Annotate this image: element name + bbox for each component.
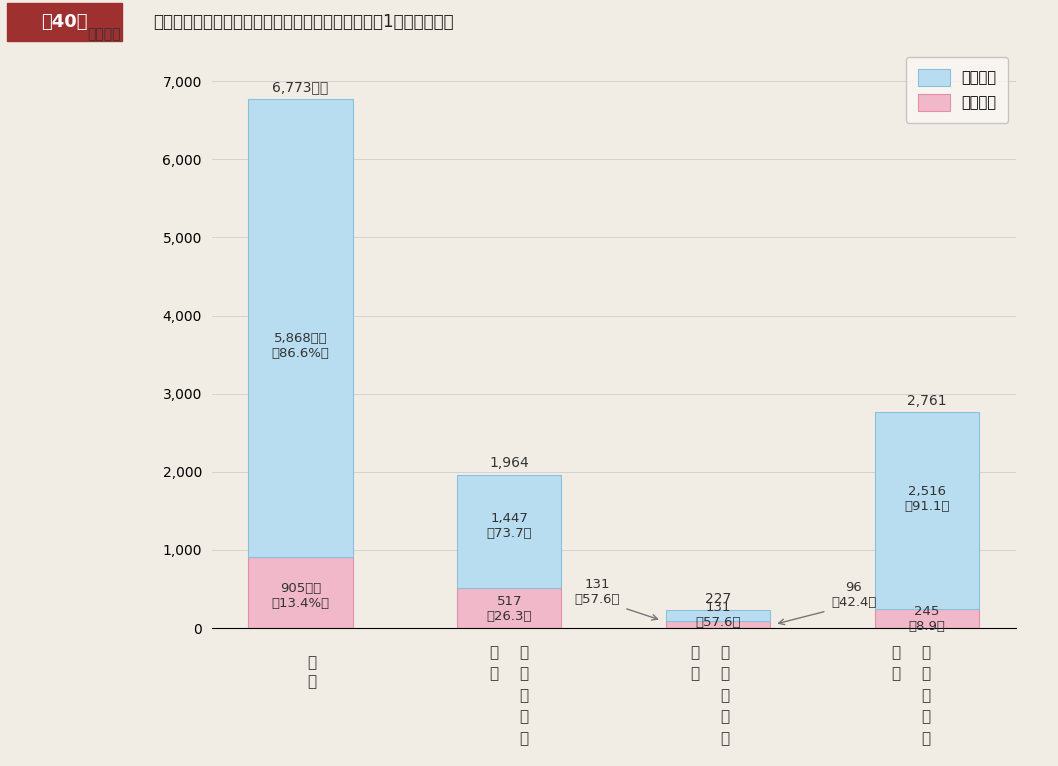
Text: 96
（42.4）: 96 （42.4） [832,581,876,610]
Bar [457,588,562,628]
Text: 児: 児 [922,645,930,660]
Text: 2,516
（91.1）: 2,516 （91.1） [905,485,950,513]
Text: う: う [490,645,498,660]
Text: う: う [691,645,699,660]
Text: 民生費の目的別扶助費（補助・単独）の状況（その1　都道府県）: 民生費の目的別扶助費（補助・単独）の状況（その1 都道府県） [153,13,454,31]
Text: ち: ち [490,666,498,682]
Text: ち: ち [892,666,900,682]
Text: 福: 福 [922,688,930,703]
FancyBboxPatch shape [7,3,122,41]
Text: 祉: 祉 [720,709,729,725]
Text: 祉: 祉 [519,709,528,725]
Text: 合: 合 [308,655,316,670]
Text: 費: 費 [519,731,528,746]
Text: （億円）: （億円） [87,27,121,41]
Text: 1,447
（73.7）: 1,447 （73.7） [487,512,532,539]
Bar [665,611,770,620]
Text: 福: 福 [720,688,729,703]
Text: 老: 老 [720,645,729,660]
Text: 費: 費 [720,731,729,746]
Text: 5,868億円
（86.6%）: 5,868億円 （86.6%） [272,332,329,361]
Text: 計: 計 [308,674,316,689]
Text: 祉: 祉 [922,709,930,725]
Bar [249,99,352,558]
Text: 会: 会 [519,666,528,682]
Text: う: う [892,645,900,660]
Text: 245
（8.9）: 245 （8.9） [909,605,946,633]
Bar [875,412,979,609]
Text: 517
（26.3）: 517 （26.3） [487,594,532,623]
Text: 童: 童 [922,666,930,682]
Text: 6,773億円: 6,773億円 [272,80,328,94]
Bar [457,475,562,588]
Bar [875,609,979,628]
Text: 社: 社 [519,645,528,660]
Text: 905億円
（13.4%）: 905億円 （13.4%） [271,582,329,611]
Text: ち: ち [691,666,699,682]
Bar [665,620,770,628]
Bar [249,558,352,628]
Text: 131
（57.6）: 131 （57.6） [695,601,741,630]
Legend: 補助事業, 単独事業: 補助事業, 単独事業 [907,57,1008,123]
Text: 第40図: 第40図 [41,13,88,31]
Text: 131
（57.6）: 131 （57.6） [574,578,620,606]
Text: 費: 費 [922,731,930,746]
Text: 人: 人 [720,666,729,682]
Text: 1,964: 1,964 [490,456,529,470]
Text: 227: 227 [705,591,731,606]
Text: 2,761: 2,761 [907,394,947,408]
Text: 福: 福 [519,688,528,703]
